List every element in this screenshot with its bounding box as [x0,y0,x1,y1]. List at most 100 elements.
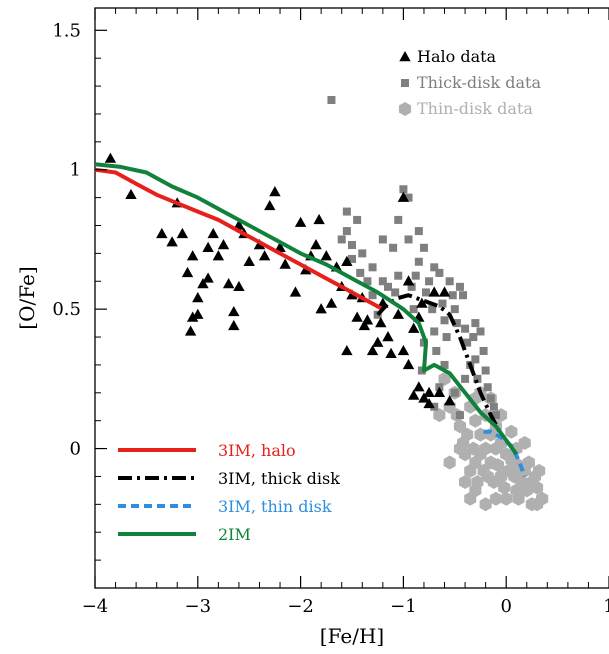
legend-data: Halo data Thick-disk data Thin-disk data [398,47,541,118]
data-point [491,411,500,420]
data-point [531,480,544,495]
data-point [166,236,178,247]
data-point [525,497,538,512]
data-point [341,344,353,356]
legend-label-3im-thin-disk: 3IM, thin disk [218,497,332,516]
data-point [228,305,240,317]
data-point [442,333,451,342]
data-point [443,455,456,470]
data-point [372,336,384,347]
y-tick-label: 0 [70,439,81,460]
series-thin-disk-data [433,371,549,512]
data-point [423,397,435,409]
data-point [358,249,367,258]
line-3im-thin-disk [483,429,527,478]
data-point [342,207,351,216]
data-point [486,394,495,403]
data-point [469,413,482,428]
data-point [474,427,487,442]
data-point [378,277,387,286]
data-point [269,186,281,197]
data-point [435,268,444,277]
data-point [450,388,459,397]
data-point [498,480,511,495]
data-point [438,371,451,386]
data-point [445,277,454,286]
legend-models: 3IM, halo 3IM, thick disk 3IM, thin disk 2I… [118,441,340,544]
data-point [366,344,379,356]
x-tick-label: 1 [603,596,609,617]
data-point [423,386,435,398]
y-tick-label: 1 [70,160,81,181]
data-point [181,266,194,278]
data-point [407,322,420,333]
data-point [464,491,477,506]
data-point [342,227,351,236]
data-point [176,227,189,239]
data-point [512,491,525,506]
data-point [399,185,408,194]
plot-frame [94,7,609,589]
y-tick-label: 1.5 [52,20,81,41]
data-point [397,191,410,202]
data-point [414,227,423,236]
data-point [375,317,387,328]
legend-label-2im: 2IM [218,525,251,544]
data-point [274,241,286,253]
data-point [414,257,423,266]
data-point [432,346,441,355]
data-point [361,314,374,325]
data-point [450,305,459,314]
data-point [337,235,346,244]
data-point [522,455,535,470]
data-point [363,277,372,286]
data-point [455,282,464,291]
data-point [202,272,214,283]
data-point [353,215,362,224]
data-point [207,227,219,239]
data-point [341,255,353,266]
data-point [125,188,137,200]
data-point [233,280,245,292]
plot-area [94,7,609,589]
data-point [378,235,387,244]
data-point [289,286,302,297]
data-point [217,239,230,250]
data-point [222,278,235,289]
data-point [500,491,513,506]
data-point [419,243,428,252]
data-point [430,263,439,272]
x-tick-label: −2 [287,596,314,617]
data-point [383,282,392,291]
data-point [461,427,474,442]
data-point [104,152,117,163]
data-point [461,324,470,333]
data-point [479,441,492,456]
data-point [409,305,418,314]
data-point [483,383,492,392]
line-2im [94,162,519,456]
data-point [358,319,371,331]
data-point [368,263,377,272]
data-point [518,436,531,450]
legend-marker-thin-disk-data [398,102,412,116]
legend-label-3im-halo: 3IM, halo [218,441,296,460]
data-point [243,255,255,266]
data-point [404,193,413,202]
data-point [471,319,480,328]
data-point [452,319,461,328]
data-point [315,303,327,314]
data-point [430,402,439,411]
data-point [448,291,457,300]
series-halo-data [104,152,456,409]
line-3im-halo [94,167,384,311]
data-point [453,419,466,434]
data-point [489,402,498,411]
data-point [417,366,426,375]
x-tick-label: 0 [500,596,511,617]
data-point [473,374,482,383]
data-point [394,271,403,280]
data-point [416,297,428,308]
data-point [202,241,214,253]
data-point [407,389,420,400]
